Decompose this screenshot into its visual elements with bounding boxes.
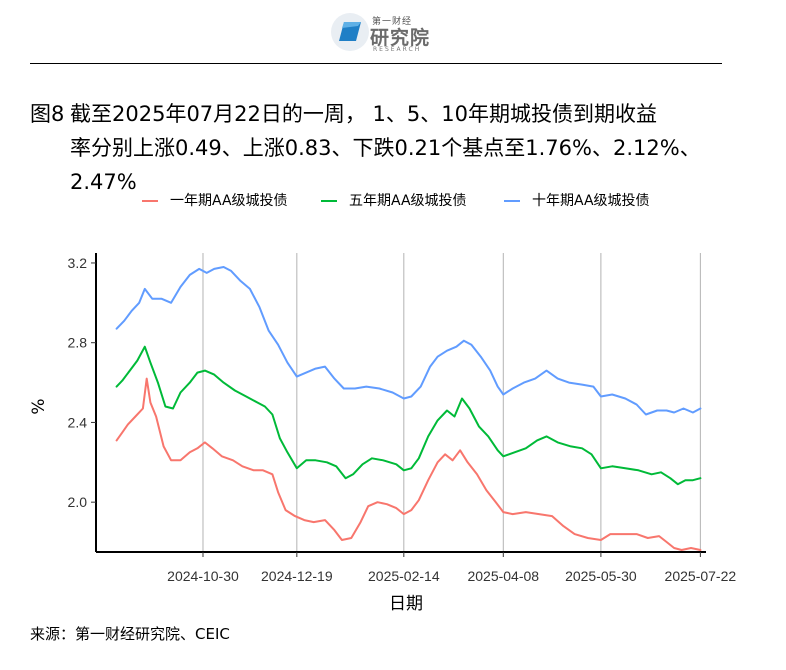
series-lines [115,266,702,551]
title-line-3: 2.47% [70,170,137,194]
x-axis-title: 日期 [389,594,423,614]
y-axis-title: % [29,398,49,414]
x-tick-label: 2024-12-19 [261,568,333,584]
y-tick-label: 2.8 [68,335,88,351]
x-tick-label: 2025-04-08 [467,568,539,584]
logo: 第一财经 研究院 RESEARCH [326,8,436,56]
x-tick-label: 2025-07-22 [665,568,737,584]
y-tick-label: 2.4 [68,414,88,430]
logo-mark-icon [331,13,369,51]
title-line-1: 截至2025年07月22日的一周， 1、5、10年期城投债到期收益 [70,102,658,126]
x-tick-label: 2025-05-30 [565,568,637,584]
y-tick-label: 2.0 [68,494,88,510]
series-line-3 [115,266,702,416]
source-note: 来源：第一财经研究院、CEIC [30,625,230,643]
x-tick-label: 2025-02-14 [368,568,440,584]
legend-item-1y: 一年期AA级城投债 [142,190,288,212]
logo-small-text: 第一财经 [372,17,413,27]
series-line-2 [115,345,702,486]
legend-label: 一年期AA级城投债 [170,193,288,209]
figure-label: 图8 [30,102,65,126]
axes: 2.0 2.4 2.8 3.2 2024-10-30 2024-12-19 2025-02-… [29,253,736,614]
legend-label: 五年期AA级城投债 [349,193,467,209]
chart-legend: 一年期AA级城投债 五年期AA级城投债 十年期AA级城投债 [0,190,786,212]
series-line-1 [115,377,702,551]
legend-swatch [504,200,520,202]
header-divider [30,63,722,64]
y-tick-label: 3.2 [68,255,88,271]
figure-title: 图8 截至2025年07月22日的一周， 1、5、10年期城投债到期收益 率分别… [30,97,750,199]
logo-main-text: 研究院 [370,27,431,49]
legend-label: 十年期AA级城投债 [532,193,650,209]
legend-swatch [142,200,158,202]
figure-title-text: 截至2025年07月22日的一周， 1、5、10年期城投债到期收益 率分别上涨0… [30,97,750,199]
legend-swatch [321,200,337,202]
x-tick-label: 2024-10-30 [167,568,239,584]
legend-item-10y: 十年期AA级城投债 [504,190,650,212]
title-line-2: 率分别上涨0.49、上涨0.83、下跌0.21个基点至1.76%、2.12%、 [70,136,701,160]
legend-item-5y: 五年期AA级城投债 [321,190,467,212]
grid-lines [202,253,701,552]
logo-sub-text: RESEARCH [373,46,422,53]
